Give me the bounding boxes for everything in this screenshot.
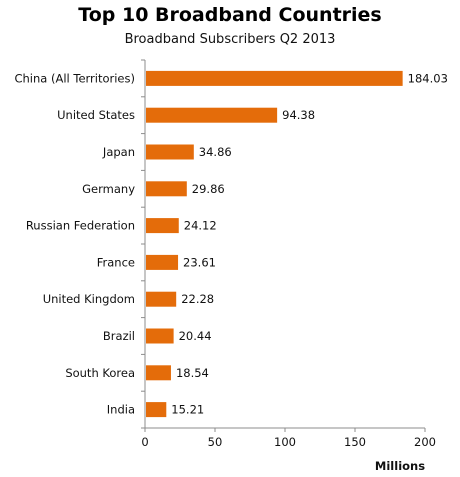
x-tick-label: 50 xyxy=(208,435,223,449)
bar-9 xyxy=(146,402,167,418)
bar-0 xyxy=(146,70,403,86)
data-label: 22.28 xyxy=(181,292,214,306)
bar-4 xyxy=(146,218,179,234)
chart-title: Top 10 Broadband Countries xyxy=(78,4,382,26)
category-label: Russian Federation xyxy=(26,219,135,233)
data-label: 29.86 xyxy=(192,182,225,196)
category-label: Brazil xyxy=(103,329,135,343)
data-label: 184.03 xyxy=(408,71,448,85)
chart-subtitle: Broadband Subscribers Q2 2013 xyxy=(124,32,336,47)
category-label: United States xyxy=(57,108,135,122)
data-label: 20.44 xyxy=(179,329,212,343)
data-label: 94.38 xyxy=(282,108,315,122)
category-label: India xyxy=(107,403,135,417)
category-label: South Korea xyxy=(65,366,135,380)
bar-1 xyxy=(146,107,278,123)
category-label: Germany xyxy=(82,182,135,196)
category-label: Japan xyxy=(102,145,135,159)
bar-5 xyxy=(146,254,179,270)
x-tick-label: 200 xyxy=(414,435,436,449)
bar-8 xyxy=(146,365,171,381)
category-label: France xyxy=(97,255,135,269)
x-axis-label: Millions xyxy=(375,459,425,473)
bar-3 xyxy=(146,181,187,197)
x-tick-label: 100 xyxy=(274,435,296,449)
x-tick-label: 0 xyxy=(141,435,148,449)
category-label: United Kingdom xyxy=(43,292,135,306)
bar-7 xyxy=(146,328,174,344)
data-label: 18.54 xyxy=(176,366,209,380)
bar-2 xyxy=(146,144,194,160)
data-label: 15.21 xyxy=(171,403,204,417)
data-label: 24.12 xyxy=(184,219,217,233)
category-label: China (All Territories) xyxy=(14,71,135,85)
x-tick-label: 150 xyxy=(344,435,366,449)
data-label: 23.61 xyxy=(183,255,216,269)
data-label: 34.86 xyxy=(199,145,232,159)
plot-area: China (All Territories) 184.03 United Stat… xyxy=(14,59,448,473)
bar-6 xyxy=(146,291,177,307)
